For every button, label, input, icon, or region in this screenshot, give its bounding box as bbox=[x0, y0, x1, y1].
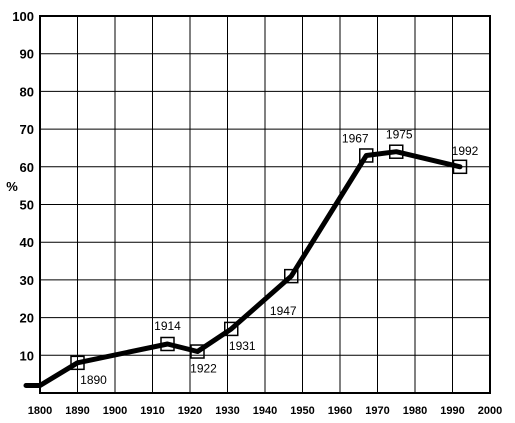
data-point-marker bbox=[224, 321, 239, 337]
y-tick-label: 10 bbox=[20, 348, 34, 363]
data-label: 1947 bbox=[270, 304, 297, 318]
x-tick-label: 1950 bbox=[290, 405, 314, 417]
x-tick-label: 1980 bbox=[403, 405, 427, 417]
y-tick-label: 30 bbox=[20, 273, 34, 288]
series-layer bbox=[23, 149, 463, 388]
data-point-marker bbox=[190, 344, 205, 359]
y-tick-label: 100 bbox=[12, 9, 34, 24]
y-tick-label: 60 bbox=[20, 160, 34, 175]
y-tick-label: 70 bbox=[20, 122, 34, 137]
point-annotations: 1890 1914 1922 1931 1947 1967 1975 1992 bbox=[80, 128, 479, 387]
y-tick-label: 20 bbox=[20, 311, 34, 326]
point-markers bbox=[70, 144, 468, 371]
data-point-marker bbox=[160, 336, 175, 352]
x-tick-label: 1890 bbox=[65, 405, 89, 417]
series-line bbox=[23, 149, 463, 388]
plot-frame bbox=[39, 15, 491, 394]
data-label: 1914 bbox=[154, 319, 181, 333]
grid-lines bbox=[40, 16, 490, 393]
data-label: 1992 bbox=[452, 144, 479, 158]
y-tick-label: 90 bbox=[20, 47, 34, 62]
x-tick-label: 1800 bbox=[28, 405, 52, 417]
data-point-marker bbox=[284, 268, 299, 284]
x-tick-label: 1920 bbox=[178, 405, 202, 417]
x-tick-label: 1910 bbox=[140, 405, 164, 417]
y-tick-labels: 10 20 30 40 50 60 70 80 90 100 bbox=[12, 9, 34, 363]
y-axis-label: % bbox=[6, 179, 18, 194]
x-tick-label: 1900 bbox=[103, 405, 127, 417]
data-label: 1890 bbox=[80, 373, 107, 387]
x-tick-label: 1960 bbox=[328, 405, 352, 417]
data-point-marker bbox=[389, 144, 404, 159]
x-tick-label: 2000 bbox=[478, 405, 502, 417]
x-tick-label: 1970 bbox=[365, 405, 389, 417]
data-point-marker bbox=[359, 148, 374, 163]
y-tick-label: 80 bbox=[20, 84, 34, 99]
x-tick-label: 1940 bbox=[253, 405, 277, 417]
y-tick-label: 50 bbox=[20, 198, 34, 213]
data-label: 1967 bbox=[342, 131, 369, 145]
data-label: 1975 bbox=[386, 128, 413, 142]
x-tick-label: 1990 bbox=[440, 405, 464, 417]
x-tick-labels: 1800 1890 1900 1910 1920 1930 1940 1950 1960 1970… bbox=[28, 405, 502, 417]
data-label: 1931 bbox=[229, 339, 256, 353]
data-point-marker bbox=[70, 355, 85, 371]
y-tick-label: 40 bbox=[20, 235, 34, 250]
data-label: 1922 bbox=[190, 362, 217, 376]
data-point-marker bbox=[452, 159, 468, 175]
x-tick-label: 1930 bbox=[215, 405, 239, 417]
